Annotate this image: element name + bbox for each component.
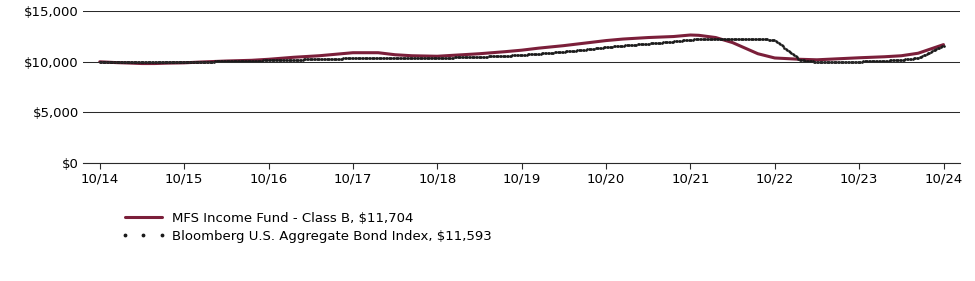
MFS Income Fund - Class B, $11,704	[220, 59, 232, 63]
MFS Income Fund - Class B, $11,704	[617, 37, 629, 41]
MFS Income Fund - Class B, $11,704	[601, 39, 612, 42]
MFS Income Fund - Class B, $11,704	[684, 33, 696, 37]
MFS Income Fund - Class B, $11,704	[94, 60, 105, 64]
Bloomberg U.S. Aggregate Bond Index, $11,593	[477, 55, 488, 58]
Bloomberg U.S. Aggregate Bond Index, $11,593	[94, 60, 105, 64]
MFS Income Fund - Class B, $11,704	[726, 41, 738, 44]
MFS Income Fund - Class B, $11,704	[895, 54, 907, 57]
MFS Income Fund - Class B, $11,704	[195, 60, 207, 64]
MFS Income Fund - Class B, $11,704	[583, 41, 595, 44]
MFS Income Fund - Class B, $11,704	[938, 43, 950, 46]
MFS Income Fund - Class B, $11,704	[389, 53, 401, 56]
MFS Income Fund - Class B, $11,704	[178, 61, 190, 65]
MFS Income Fund - Class B, $11,704	[913, 51, 924, 55]
MFS Income Fund - Class B, $11,704	[313, 54, 325, 57]
Bloomberg U.S. Aggregate Bond Index, $11,593	[752, 37, 763, 40]
MFS Income Fund - Class B, $11,704	[878, 55, 890, 58]
Bloomberg U.S. Aggregate Bond Index, $11,593	[593, 46, 604, 50]
MFS Income Fund - Class B, $11,704	[828, 57, 839, 61]
MFS Income Fund - Class B, $11,704	[149, 62, 161, 65]
MFS Income Fund - Class B, $11,704	[693, 34, 705, 37]
MFS Income Fund - Class B, $11,704	[643, 36, 654, 39]
MFS Income Fund - Class B, $11,704	[372, 51, 384, 55]
MFS Income Fund - Class B, $11,704	[407, 54, 418, 57]
MFS Income Fund - Class B, $11,704	[262, 58, 274, 61]
MFS Income Fund - Class B, $11,704	[162, 62, 174, 65]
MFS Income Fund - Class B, $11,704	[347, 51, 359, 55]
Line: Bloomberg U.S. Aggregate Bond Index, $11,593: Bloomberg U.S. Aggregate Bond Index, $11…	[98, 37, 945, 64]
Bloomberg U.S. Aggregate Bond Index, $11,593	[938, 44, 950, 47]
MFS Income Fund - Class B, $11,704	[246, 59, 257, 62]
MFS Income Fund - Class B, $11,704	[811, 58, 823, 62]
MFS Income Fund - Class B, $11,704	[668, 35, 680, 38]
MFS Income Fund - Class B, $11,704	[431, 55, 443, 58]
MFS Income Fund - Class B, $11,704	[456, 53, 468, 56]
MFS Income Fund - Class B, $11,704	[795, 58, 806, 61]
MFS Income Fund - Class B, $11,704	[752, 52, 763, 55]
MFS Income Fund - Class B, $11,704	[100, 60, 112, 64]
MFS Income Fund - Class B, $11,704	[288, 56, 299, 59]
Bloomberg U.S. Aggregate Bond Index, $11,593	[136, 61, 148, 64]
MFS Income Fund - Class B, $11,704	[532, 46, 544, 50]
MFS Income Fund - Class B, $11,704	[710, 36, 722, 39]
MFS Income Fund - Class B, $11,704	[124, 61, 136, 65]
MFS Income Fund - Class B, $11,704	[499, 50, 511, 53]
MFS Income Fund - Class B, $11,704	[474, 52, 486, 55]
Line: MFS Income Fund - Class B, $11,704: MFS Income Fund - Class B, $11,704	[99, 35, 944, 64]
Bloomberg U.S. Aggregate Bond Index, $11,593	[312, 57, 324, 61]
MFS Income Fund - Class B, $11,704	[769, 56, 781, 60]
MFS Income Fund - Class B, $11,704	[853, 56, 865, 60]
MFS Income Fund - Class B, $11,704	[136, 62, 148, 65]
MFS Income Fund - Class B, $11,704	[558, 44, 569, 47]
MFS Income Fund - Class B, $11,704	[516, 49, 527, 52]
Legend: MFS Income Fund - Class B, $11,704, Bloomberg U.S. Aggregate Bond Index, $11,593: MFS Income Fund - Class B, $11,704, Bloo…	[125, 212, 491, 243]
Bloomberg U.S. Aggregate Bond Index, $11,593	[730, 37, 742, 40]
MFS Income Fund - Class B, $11,704	[111, 61, 123, 64]
Bloomberg U.S. Aggregate Bond Index, $11,593	[659, 41, 671, 44]
Bloomberg U.S. Aggregate Bond Index, $11,593	[245, 59, 256, 62]
